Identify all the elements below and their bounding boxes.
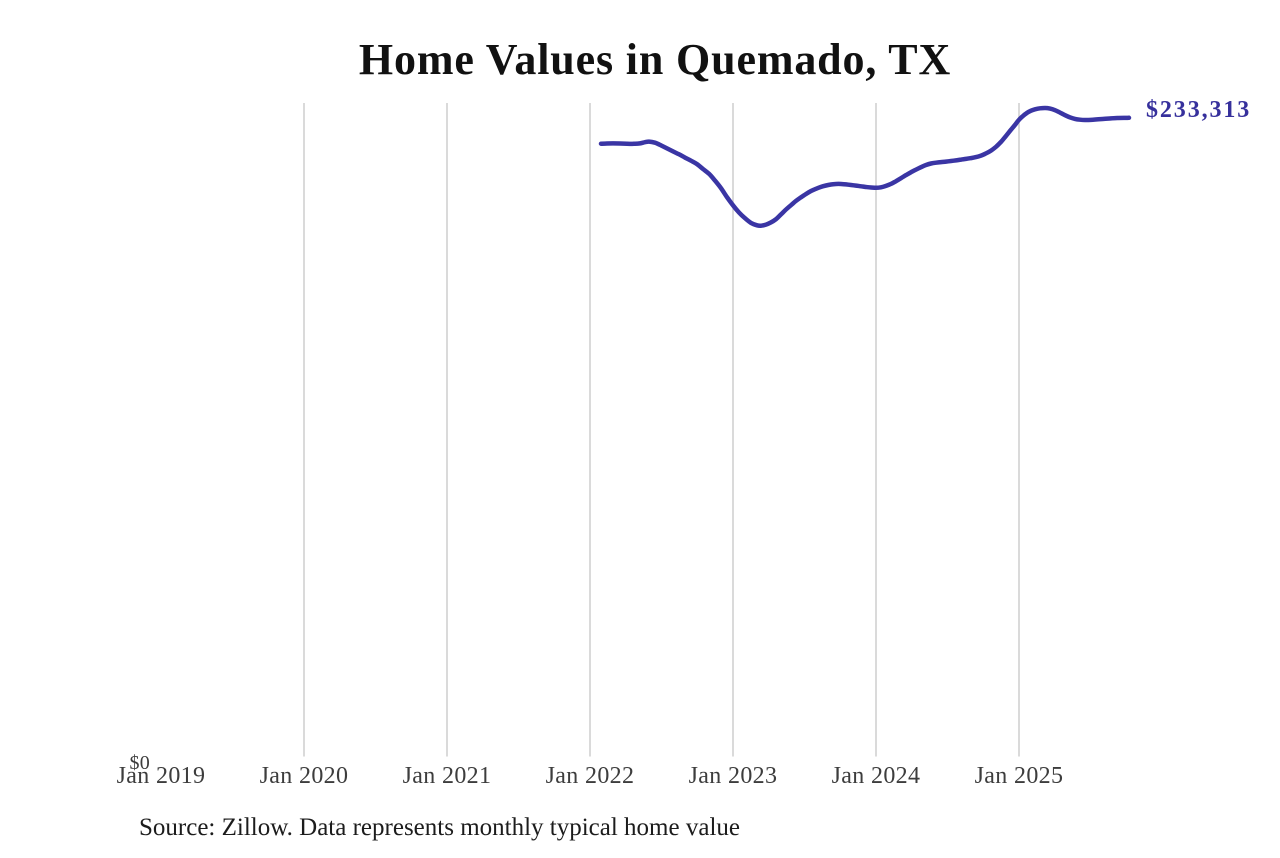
svg-text:Jan 2021: Jan 2021 xyxy=(403,763,492,789)
svg-text:Jan 2019: Jan 2019 xyxy=(117,763,206,789)
svg-text:$233,313: $233,313 xyxy=(1146,97,1251,123)
svg-text:Jan 2024: Jan 2024 xyxy=(832,763,921,789)
svg-text:Jan 2020: Jan 2020 xyxy=(260,763,349,789)
svg-text:Jan 2025: Jan 2025 xyxy=(975,763,1064,789)
svg-text:Jan 2022: Jan 2022 xyxy=(546,763,635,789)
svg-text:Source: Zillow. Data represent: Source: Zillow. Data represents monthly … xyxy=(139,814,740,841)
svg-text:$0: $0 xyxy=(130,752,151,774)
svg-text:Home Values in Quemado, TX: Home Values in Quemado, TX xyxy=(359,35,951,84)
svg-text:Jan 2023: Jan 2023 xyxy=(689,763,778,789)
